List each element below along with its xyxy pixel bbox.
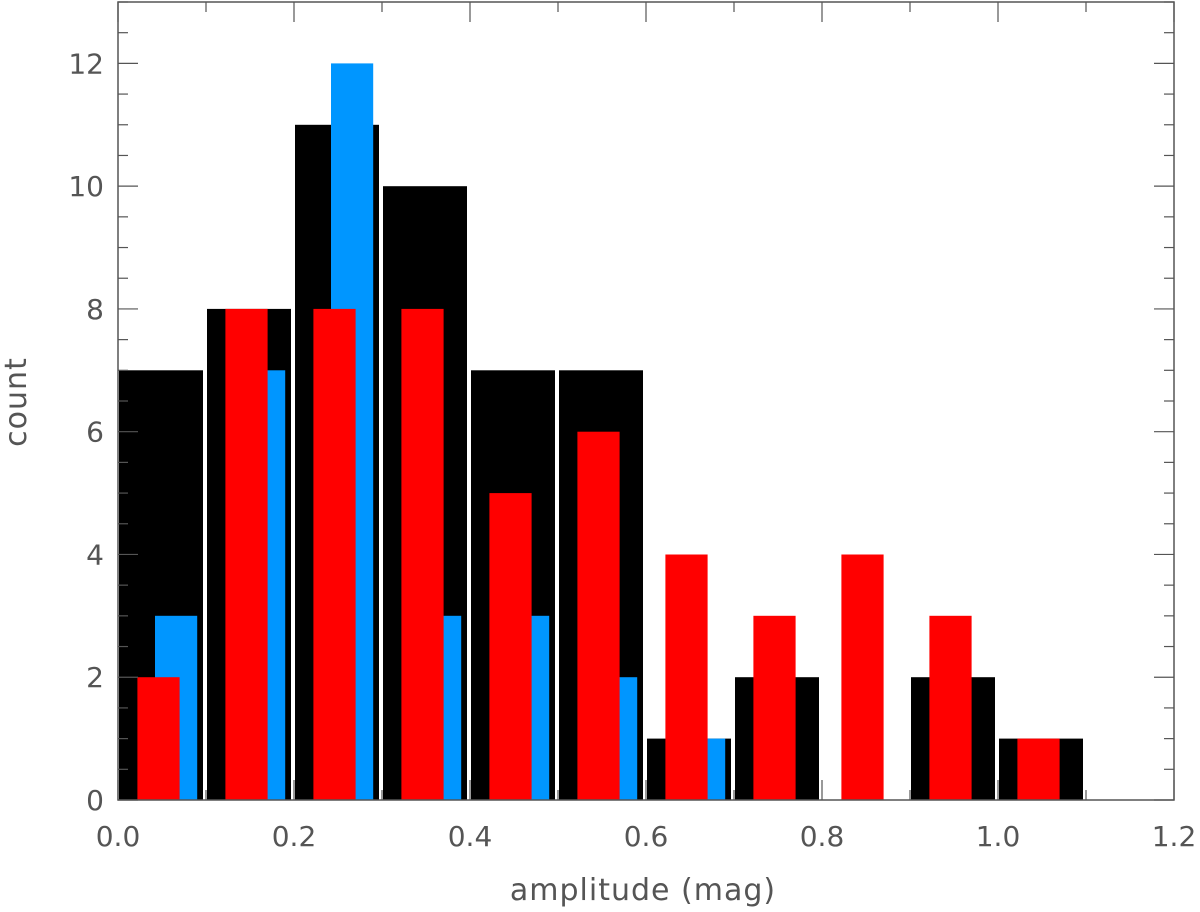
x-tick-label: 0.6 <box>624 820 669 853</box>
x-axis-title: amplitude (mag) <box>510 873 776 908</box>
bar-red-5 <box>577 431 620 800</box>
y-axis-title: count <box>0 357 34 447</box>
bar-red-9 <box>929 615 972 800</box>
bar-red-6 <box>665 554 708 800</box>
tick-labels-group: 0.0 0.2 0.4 0.6 0.8 1.0 1.2 0 2 4 6 8 10 12 <box>68 47 1196 853</box>
bar-red-8 <box>841 554 884 800</box>
plot-frame <box>117 1 1175 801</box>
y-tick-label: 0 <box>86 784 104 817</box>
y-tick-label: 6 <box>86 416 104 449</box>
x-tick-label: 1.2 <box>1152 820 1197 853</box>
y-tick-label: 8 <box>86 293 104 326</box>
x-tick-label: 0.0 <box>96 820 141 853</box>
bar-red-0 <box>137 677 180 800</box>
y-tick-label: 12 <box>68 47 104 80</box>
x-tick-label: 0.2 <box>272 820 317 853</box>
x-tick-label: 1.0 <box>976 820 1021 853</box>
bars-group <box>119 63 1083 801</box>
bar-red-1 <box>225 308 268 800</box>
bar-red-10 <box>1017 738 1060 800</box>
bar-red-3 <box>401 308 444 800</box>
bar-red-4 <box>489 493 532 800</box>
bar-red-7 <box>753 615 796 800</box>
y-tick-label: 2 <box>86 661 104 694</box>
x-tick-label: 0.4 <box>448 820 493 853</box>
x-tick-label: 0.8 <box>800 820 845 853</box>
y-tick-label: 4 <box>86 539 104 572</box>
bar-red-2 <box>313 308 356 800</box>
y-tick-label: 10 <box>68 170 104 203</box>
